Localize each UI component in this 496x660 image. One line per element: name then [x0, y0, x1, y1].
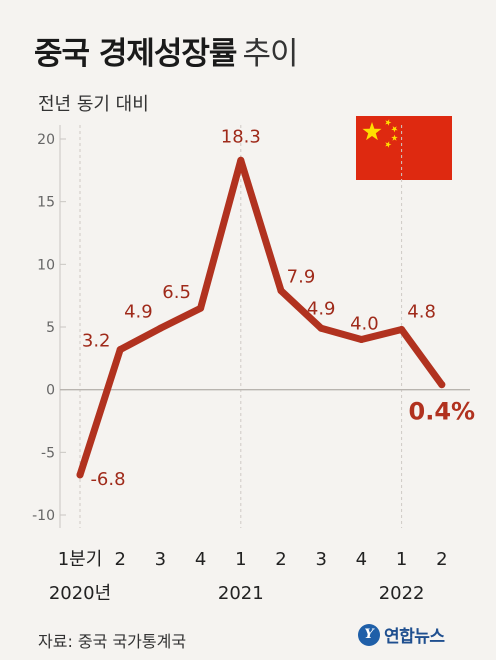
x-tick-label: 1 [235, 549, 246, 570]
y-tick-label: 0 [46, 383, 55, 399]
data-label: 3.2 [82, 331, 111, 352]
data-label: 4.9 [307, 298, 336, 319]
y-tick-label: -5 [41, 445, 55, 461]
flag-small-star-icon [385, 141, 392, 148]
flag-big-star-icon [362, 122, 382, 141]
flag-small-star-icon [385, 119, 392, 126]
y-tick-label: 20 [37, 132, 55, 148]
y-tick-label: -10 [32, 508, 55, 524]
data-point [438, 381, 446, 389]
data-point [116, 346, 124, 354]
chart-title: 중국 경제성장률 추이 [34, 28, 298, 73]
data-label: 18.3 [221, 126, 261, 147]
data-label: 0.4% [409, 398, 476, 426]
china-flag-icon [356, 116, 452, 180]
data-point [398, 326, 406, 334]
data-point [197, 304, 205, 312]
yonhap-logo-mark: Y [358, 623, 380, 646]
x-tick-label: 1분기 [58, 549, 103, 570]
x-year-label: 2020년 [49, 583, 111, 604]
data-label: -6.8 [90, 469, 125, 490]
x-tick-label: 4 [356, 549, 367, 570]
y-tick-label: 5 [46, 320, 55, 336]
data-point [277, 287, 285, 295]
source-note: 자료: 중국 국가통계국 [38, 632, 187, 651]
data-point [237, 156, 245, 164]
x-year-label: 2022 [379, 583, 425, 604]
y-tick-label: 10 [37, 257, 55, 273]
x-year-label: 2021 [218, 583, 264, 604]
x-tick-label: 1 [396, 549, 407, 570]
x-tick-label: 2 [275, 549, 286, 570]
yonhap-logo: Y 연합뉴스 [358, 622, 445, 647]
yonhap-logo-text: 연합뉴스 [384, 627, 445, 647]
data-label: 7.9 [287, 267, 316, 288]
x-tick-label: 3 [155, 549, 166, 570]
data-point [357, 336, 365, 344]
data-label: 4.9 [124, 301, 153, 322]
data-label: 6.5 [162, 282, 191, 303]
data-point [156, 324, 164, 332]
data-point [76, 471, 84, 479]
growth-rate-line [76, 156, 446, 479]
chart-title-bold: 중국 경제성장률 [34, 36, 237, 72]
x-tick-label: 2 [114, 549, 125, 570]
data-label: 4.8 [407, 302, 436, 323]
data-point [317, 324, 325, 332]
x-tick-label: 3 [315, 549, 326, 570]
flag-small-star-icon [391, 134, 398, 141]
y-tick-label: 15 [37, 195, 55, 211]
flag-small-star-icon [391, 126, 398, 133]
x-tick-label: 4 [195, 549, 206, 570]
chart-title-light: 추이 [242, 36, 298, 72]
data-label: 4.0 [350, 314, 379, 335]
x-tick-label: 2 [436, 549, 447, 570]
chart-subtitle: 전년 동기 대비 [38, 94, 149, 115]
